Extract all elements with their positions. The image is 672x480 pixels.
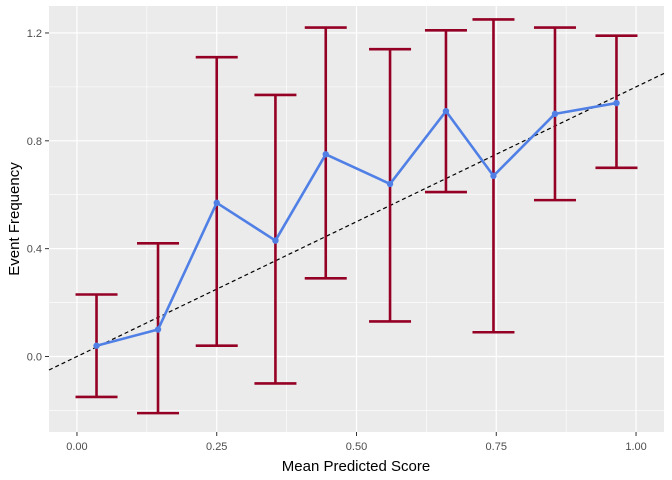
y-tick-label: 1.2	[27, 28, 42, 40]
x-tick-label: 0.00	[66, 441, 87, 453]
data-point	[213, 199, 220, 207]
data-point	[613, 99, 620, 107]
series-points	[93, 99, 620, 349]
x-tick-label: 0.50	[346, 441, 367, 453]
data-point	[272, 237, 279, 244]
x-axis-ticks: 0.00 0.25 0.50 0.75 1.00	[66, 432, 647, 453]
x-tick-label: 0.75	[486, 441, 507, 453]
y-axis-title: Event Frequency	[6, 162, 23, 276]
data-point	[442, 107, 450, 115]
y-tick-label: 0.0	[27, 352, 42, 364]
x-axis-title: Mean Predicted Score	[282, 458, 430, 475]
x-tick-label: 1.00	[625, 441, 646, 453]
series-line	[96, 101, 617, 347]
data-point	[93, 342, 100, 349]
data-point	[322, 151, 329, 158]
x-tick-label: 0.25	[206, 441, 227, 453]
data-point	[490, 172, 497, 180]
y-axis-ticks: 0.0 0.4 0.8 1.2	[27, 28, 49, 364]
y-tick-label: 0.4	[27, 244, 42, 256]
data-point	[154, 326, 162, 333]
y-tick-label: 0.8	[27, 136, 42, 148]
data-point	[551, 110, 559, 118]
data-point	[386, 180, 394, 188]
reference-diagonal-line	[48, 72, 665, 371]
